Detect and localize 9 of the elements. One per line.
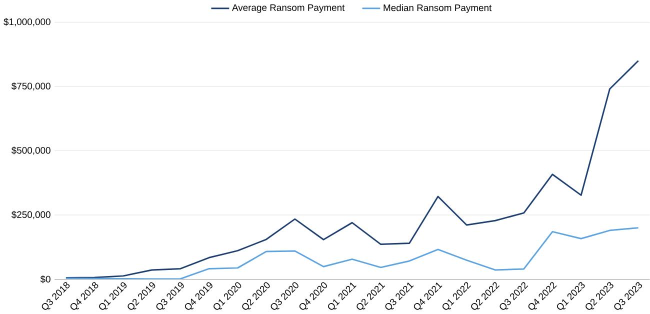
line-series <box>65 60 640 278</box>
y-tick-label: $250,000 <box>11 210 50 220</box>
line-series <box>65 227 640 280</box>
y-tick-label: $750,000 <box>11 82 50 90</box>
y-tick-label: $500,000 <box>11 146 50 155</box>
legend-label: Average Ransom Payment <box>232 4 345 13</box>
y-tick-label: $0 <box>40 275 50 284</box>
y-tick-label: $1,000,000 <box>4 18 50 26</box>
legend-label: Median Ransom Payment <box>384 4 492 13</box>
